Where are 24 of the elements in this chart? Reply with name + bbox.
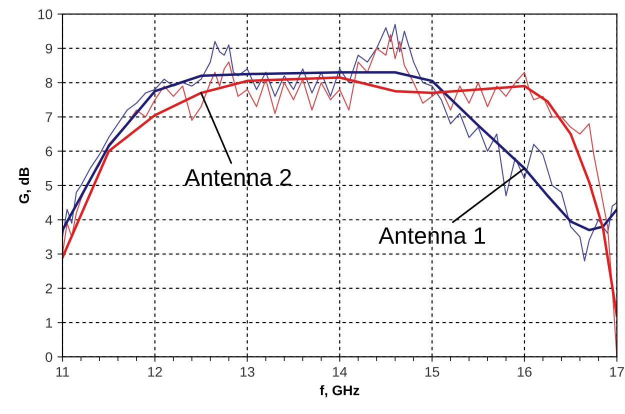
y-tick-label: 10	[38, 9, 52, 20]
y-tick-label: 5	[46, 180, 52, 191]
x-tick-label: 14	[333, 367, 348, 377]
y-tick-label: 9	[46, 44, 52, 54]
line-series	[62, 24, 617, 262]
x-tick-label: 15	[425, 367, 440, 377]
line-series	[62, 76, 617, 317]
x-tick-label: 11	[56, 367, 70, 377]
x-tick-label: 12	[148, 366, 162, 377]
y-tick-label: 3	[46, 249, 52, 260]
x-tick-label: 16	[518, 366, 532, 377]
x-tick-label: 13	[240, 366, 254, 377]
x-axis-title: f, GHz	[320, 385, 360, 398]
y-tick-label: 6	[46, 146, 52, 156]
y-tick-label: 0	[46, 352, 52, 362]
y-tick-label: 2	[46, 284, 52, 294]
x-tick-label: 17	[610, 367, 624, 377]
y-tick-label: 8	[46, 78, 52, 88]
y-tick-label: 1	[46, 318, 52, 328]
text: Antenna 1	[378, 228, 485, 244]
y-axis-title: G, dB	[18, 168, 32, 204]
text: Antenna 2	[184, 168, 291, 186]
y-tick-label: 7	[46, 112, 52, 122]
y-tick-label: 4	[45, 215, 52, 225]
